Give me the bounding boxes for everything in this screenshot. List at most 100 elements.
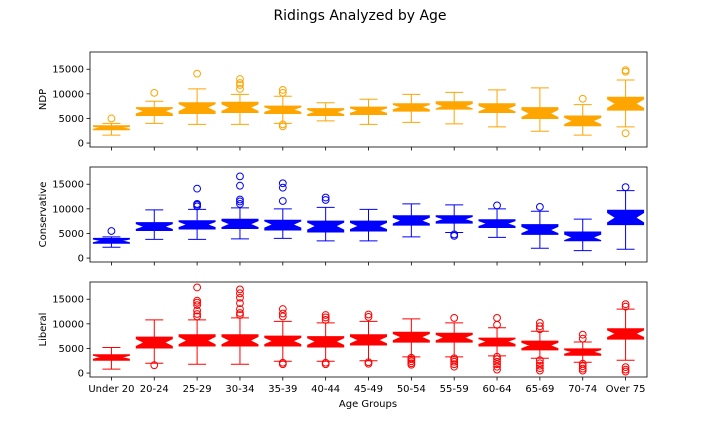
flier-point — [535, 366, 544, 375]
box-40-44 — [307, 311, 345, 369]
y-tick-label: 0 — [78, 369, 84, 380]
x-tick-label: 55-59 — [440, 384, 469, 395]
flier-point — [321, 358, 330, 367]
flier-point — [535, 202, 544, 211]
x-tick-label: 70-74 — [568, 384, 597, 395]
box-60-64 — [478, 201, 516, 238]
flier-point — [236, 197, 244, 206]
y-axis-label: Liberal — [38, 313, 49, 347]
box-35-39 — [264, 86, 302, 131]
box-20-24 — [135, 88, 173, 124]
box-70-74 — [564, 94, 602, 136]
flier-point — [193, 310, 202, 318]
box-30-34 — [221, 285, 259, 365]
box-60-64 — [478, 89, 516, 128]
y-axis-label: Conservative — [38, 182, 49, 248]
flier-point — [578, 334, 587, 343]
box-65-69 — [521, 202, 559, 249]
x-tick-label: 60-64 — [483, 384, 512, 395]
flier-point — [236, 305, 244, 313]
flier-point — [236, 79, 244, 87]
flier-point — [236, 85, 244, 93]
flier-point — [193, 306, 202, 315]
flier-point — [493, 355, 501, 364]
box-50-54 — [392, 318, 430, 369]
flier-point — [450, 314, 459, 322]
flier-point — [278, 309, 287, 318]
flier-point — [621, 363, 630, 372]
y-tick-label: 15000 — [52, 65, 84, 76]
flier-point — [493, 365, 501, 374]
flier-point — [236, 172, 244, 181]
flier-point — [236, 311, 244, 319]
box-60-64 — [478, 314, 516, 374]
flier-point — [535, 318, 544, 327]
y-tick-label: 0 — [78, 139, 84, 150]
box-55-59 — [435, 204, 473, 240]
flier-point — [278, 122, 287, 131]
flier-point — [364, 358, 373, 367]
flier-point — [364, 310, 373, 319]
flier-point — [535, 356, 544, 365]
box-over-75 — [607, 66, 645, 138]
flier-point — [535, 364, 544, 373]
flier-point — [107, 227, 116, 235]
y-axis-label: NDP — [38, 89, 49, 110]
flier-point — [407, 359, 416, 368]
flier-point — [407, 353, 416, 362]
flier-point — [621, 183, 630, 192]
flier-point — [236, 299, 244, 308]
flier-point — [193, 200, 202, 208]
flier-point — [236, 293, 244, 302]
x-tick-label: 35-39 — [268, 384, 297, 395]
flier-point — [578, 362, 587, 371]
x-tick-label: Under 20 — [88, 384, 134, 395]
flier-point — [150, 88, 159, 97]
box-under-20 — [92, 114, 130, 136]
x-tick-label: 65-69 — [525, 384, 554, 395]
y-tick-label: 10000 — [52, 319, 84, 330]
y-tick-label: 15000 — [52, 180, 84, 191]
flier-point — [493, 314, 501, 322]
flier-point — [450, 357, 459, 366]
flier-point — [450, 354, 459, 363]
flier-point — [193, 312, 202, 321]
flier-point — [364, 313, 373, 321]
x-axis-label: Age Groups — [339, 399, 397, 410]
box-20-24 — [135, 209, 173, 240]
flier-point — [193, 283, 202, 292]
flier-point — [578, 359, 587, 368]
box-70-74 — [564, 330, 602, 375]
box-50-54 — [392, 93, 430, 123]
flier-point — [321, 316, 330, 324]
y-tick-label: 5000 — [59, 114, 84, 125]
box-over-75 — [607, 183, 645, 250]
box-under-20 — [92, 346, 130, 370]
box-25-29 — [178, 184, 216, 240]
flier-point — [193, 184, 202, 193]
box-body — [564, 231, 602, 242]
y-tick-label: 0 — [78, 254, 84, 265]
flier-point — [236, 181, 244, 190]
flier-point — [193, 296, 202, 305]
flier-point — [193, 301, 202, 310]
box-70-74 — [564, 218, 602, 252]
flier-point — [493, 357, 501, 366]
flier-point — [493, 201, 501, 210]
flier-point — [193, 69, 202, 78]
box-20-24 — [135, 319, 173, 370]
flier-point — [535, 359, 544, 368]
box-over-75 — [607, 300, 645, 376]
box-25-29 — [178, 283, 216, 365]
flier-point — [278, 358, 287, 367]
flier-point — [236, 195, 244, 204]
flier-point — [278, 183, 287, 192]
box-30-34 — [221, 172, 259, 240]
y-tick-label: 10000 — [52, 89, 84, 100]
flier-point — [236, 200, 244, 208]
box-40-44 — [307, 102, 345, 122]
flier-point — [321, 193, 330, 202]
flier-point — [236, 289, 244, 298]
